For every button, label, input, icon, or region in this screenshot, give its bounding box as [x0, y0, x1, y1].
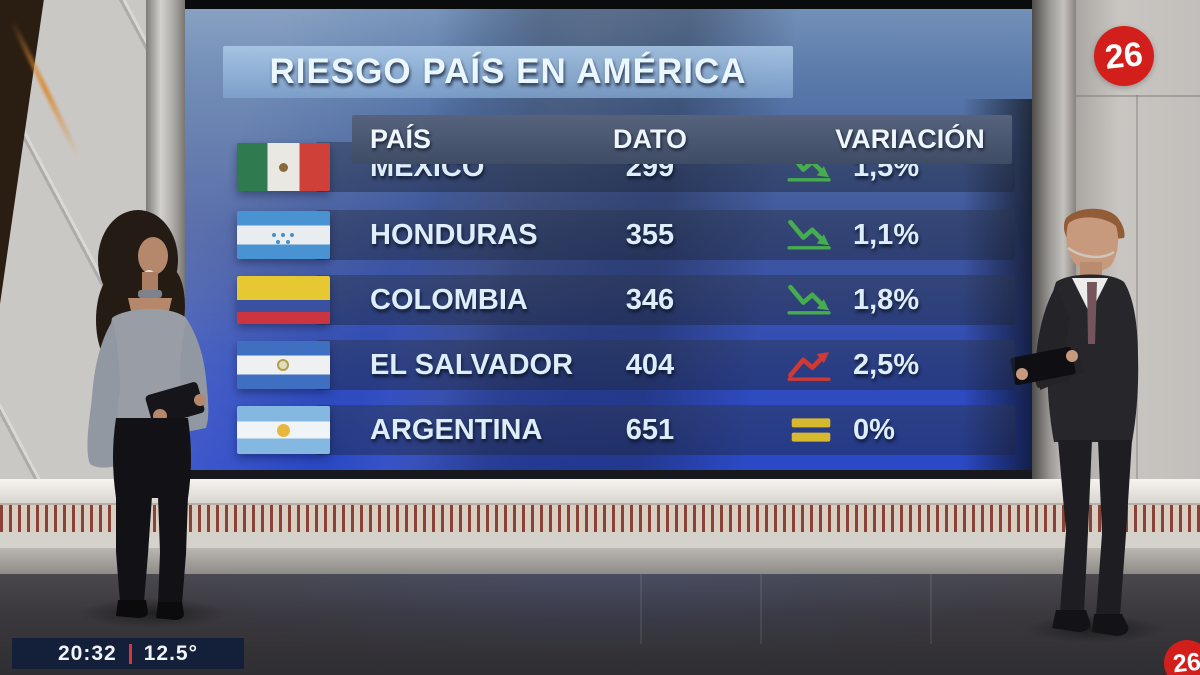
table-row: ARGENTINA 651 0%	[185, 405, 1032, 455]
row-band	[315, 210, 1015, 260]
flag-mexico	[237, 143, 330, 191]
country-cell: ARGENTINA	[370, 414, 543, 446]
pants	[113, 418, 191, 498]
pant-leg	[158, 496, 188, 604]
flag-salvador	[237, 341, 330, 389]
channel-logo-text: 26	[1171, 647, 1200, 675]
tie	[1087, 282, 1097, 344]
screen-top-bezel	[185, 0, 1032, 9]
trend-icon	[783, 282, 839, 318]
flag-colombia	[237, 276, 330, 324]
flag-honduras	[237, 211, 330, 259]
variation-cell: 1,8%	[853, 284, 920, 316]
country-cell: COLOMBIA	[370, 284, 528, 316]
board-header-row: PAÍS DATO VARIACIÓN	[352, 115, 1012, 164]
shoe	[1092, 614, 1129, 636]
floor-reflection-streak	[930, 574, 932, 644]
choker	[138, 290, 162, 298]
channel-26-logo: 26	[1094, 26, 1154, 86]
mic-earpiece	[1067, 246, 1115, 259]
floor-reflection-streak	[640, 574, 642, 644]
value-cell: 651	[625, 414, 675, 446]
trend-down-icon	[787, 284, 831, 315]
board-title: RIESGO PAÍS EN AMÉRICA	[223, 46, 793, 98]
presenter-left-figure	[87, 210, 209, 620]
suit-jacket	[1047, 274, 1139, 442]
value-cell: 355	[625, 219, 675, 251]
temperature: 12.5°	[143, 641, 198, 665]
video-wall: MEXICO 299 1,5%	[185, 9, 1032, 470]
shoe	[156, 602, 184, 620]
pant-leg	[1058, 440, 1092, 612]
clock-time: 20:32	[58, 641, 117, 665]
trend-down-icon	[787, 219, 831, 250]
wall-seam	[1076, 95, 1200, 97]
floor-reflection-streak	[760, 574, 762, 644]
table-row: EL SALVADOR 404 2,5%	[185, 340, 1032, 390]
variation-cell: 2,5%	[853, 349, 920, 381]
studio-ledge	[0, 532, 1200, 548]
channel-logo-text: 26	[1103, 34, 1145, 77]
country-cell: EL SALVADOR	[370, 349, 574, 381]
hand	[1016, 368, 1028, 380]
pant-leg	[116, 496, 152, 602]
variation-cell: 0%	[853, 414, 895, 446]
presenter-left	[50, 202, 212, 626]
pant-leg	[1096, 440, 1132, 616]
table-row: HONDURAS 355 1,1%	[185, 210, 1032, 260]
presenter-right-figure	[1010, 208, 1139, 636]
trend-up-icon	[787, 352, 831, 381]
column-header-pais: PAÍS	[370, 124, 432, 154]
hand	[1066, 350, 1078, 362]
table-row: COLOMBIA 346 1,8%	[185, 275, 1032, 325]
screen-bottom-bezel	[185, 470, 1032, 480]
row-band	[315, 340, 1015, 390]
trend-flat-icon	[791, 418, 831, 442]
face	[138, 237, 168, 275]
column-header-dato: DATO	[613, 124, 687, 154]
variation-cell: 1,1%	[853, 219, 920, 251]
row-band	[315, 275, 1015, 325]
trend-icon	[783, 217, 839, 253]
wall-seam	[1136, 95, 1138, 515]
shoe	[116, 600, 148, 618]
studio-ledge	[0, 479, 1200, 503]
stage-step	[0, 548, 1200, 574]
value-cell: 404	[625, 349, 675, 381]
hand	[194, 394, 206, 406]
lower-ticker: 20:32 12.5°	[12, 638, 244, 669]
ticker-divider	[128, 643, 132, 664]
trend-icon	[783, 412, 839, 448]
value-cell: 346	[625, 284, 675, 316]
channel-26-watermark: 26	[1164, 640, 1200, 675]
column-header-variacion: VARIACIÓN	[835, 124, 985, 154]
row-band	[315, 405, 1015, 455]
presenter-right	[1010, 202, 1162, 640]
presenter-shadow	[78, 598, 228, 628]
country-cell: HONDURAS	[370, 219, 538, 251]
trend-icon	[783, 347, 839, 383]
face	[1066, 217, 1119, 272]
flag-argentina	[237, 406, 330, 454]
shoe	[1052, 610, 1091, 632]
